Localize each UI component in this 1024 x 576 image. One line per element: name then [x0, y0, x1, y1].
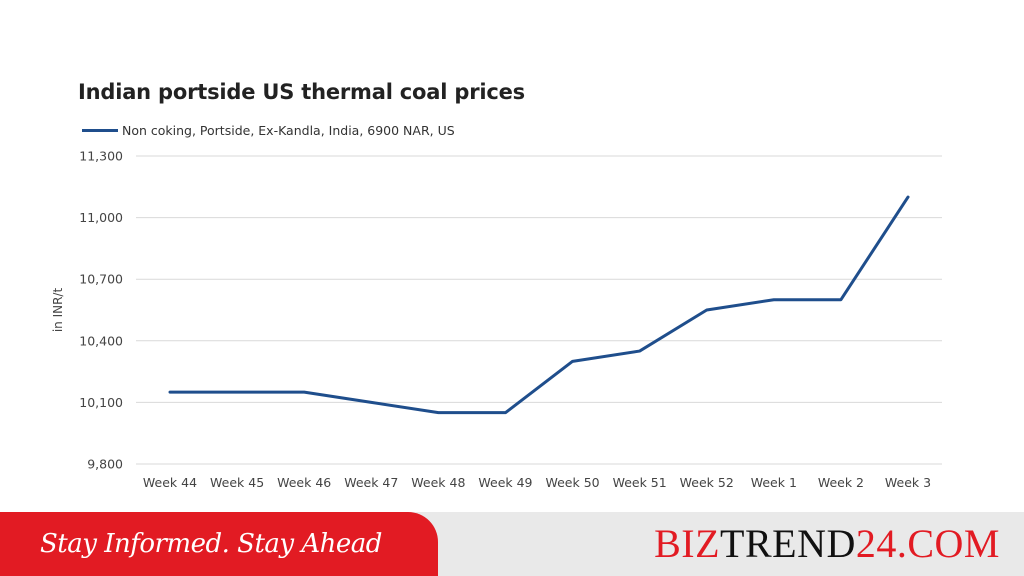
chart: Indian portside US thermal coal prices N…: [51, 80, 942, 490]
x-tick-label: Week 52: [680, 475, 734, 490]
series-line: [168, 195, 910, 415]
legend-label: Non coking, Portside, Ex-Kandla, India, …: [122, 123, 455, 138]
chart-title: Indian portside US thermal coal prices: [78, 80, 525, 104]
legend-swatch: [82, 129, 118, 132]
x-tick-label: Week 49: [478, 475, 532, 490]
brand-part-biz: BIZ: [654, 521, 721, 566]
x-tick-label: Week 1: [751, 475, 797, 490]
x-tick-label: Week 45: [210, 475, 264, 490]
x-tick-label: Week 48: [411, 475, 465, 490]
x-tick-label: Week 46: [277, 475, 331, 490]
y-tick-label: 10,100: [79, 395, 123, 410]
brand-part-trend: TREND: [720, 521, 856, 566]
plot-area: 9,800 10,100 10,400 10,700 11,000 11,300 Week…: [51, 149, 942, 490]
brand-logo[interactable]: BIZTREND24.COM: [654, 520, 1000, 568]
y-tick-label: 10,700: [79, 272, 123, 287]
y-tick-labels: 9,800 10,100 10,400 10,700 11,000 11,300: [79, 149, 123, 472]
y-tick-label: 10,400: [79, 333, 123, 348]
x-tick-label: Week 2: [818, 475, 864, 490]
y-axis-label: in INR/t: [51, 288, 65, 333]
gridlines: [136, 155, 942, 465]
x-tick-label: Week 3: [885, 475, 931, 490]
x-tick-label: Week 47: [344, 475, 398, 490]
y-tick-label: 9,800: [87, 457, 123, 472]
y-tick-label: 11,000: [79, 210, 123, 225]
x-tick-label: Week 50: [545, 475, 599, 490]
x-tick-labels: Week 44 Week 45 Week 46 Week 47 Week 48 Week …: [143, 475, 931, 490]
x-tick-label: Week 44: [143, 475, 197, 490]
legend: Non coking, Portside, Ex-Kandla, India, …: [82, 123, 455, 138]
y-tick-label: 11,300: [79, 149, 123, 164]
footer-banner: Stay Informed. Stay Ahead BIZTREND24.COM: [0, 512, 1024, 576]
slogan-text: Stay Informed. Stay Ahead: [40, 529, 382, 559]
brand-part-24com: 24.COM: [855, 521, 1000, 566]
x-tick-label: Week 51: [613, 475, 667, 490]
slogan-box: Stay Informed. Stay Ahead: [0, 512, 438, 576]
